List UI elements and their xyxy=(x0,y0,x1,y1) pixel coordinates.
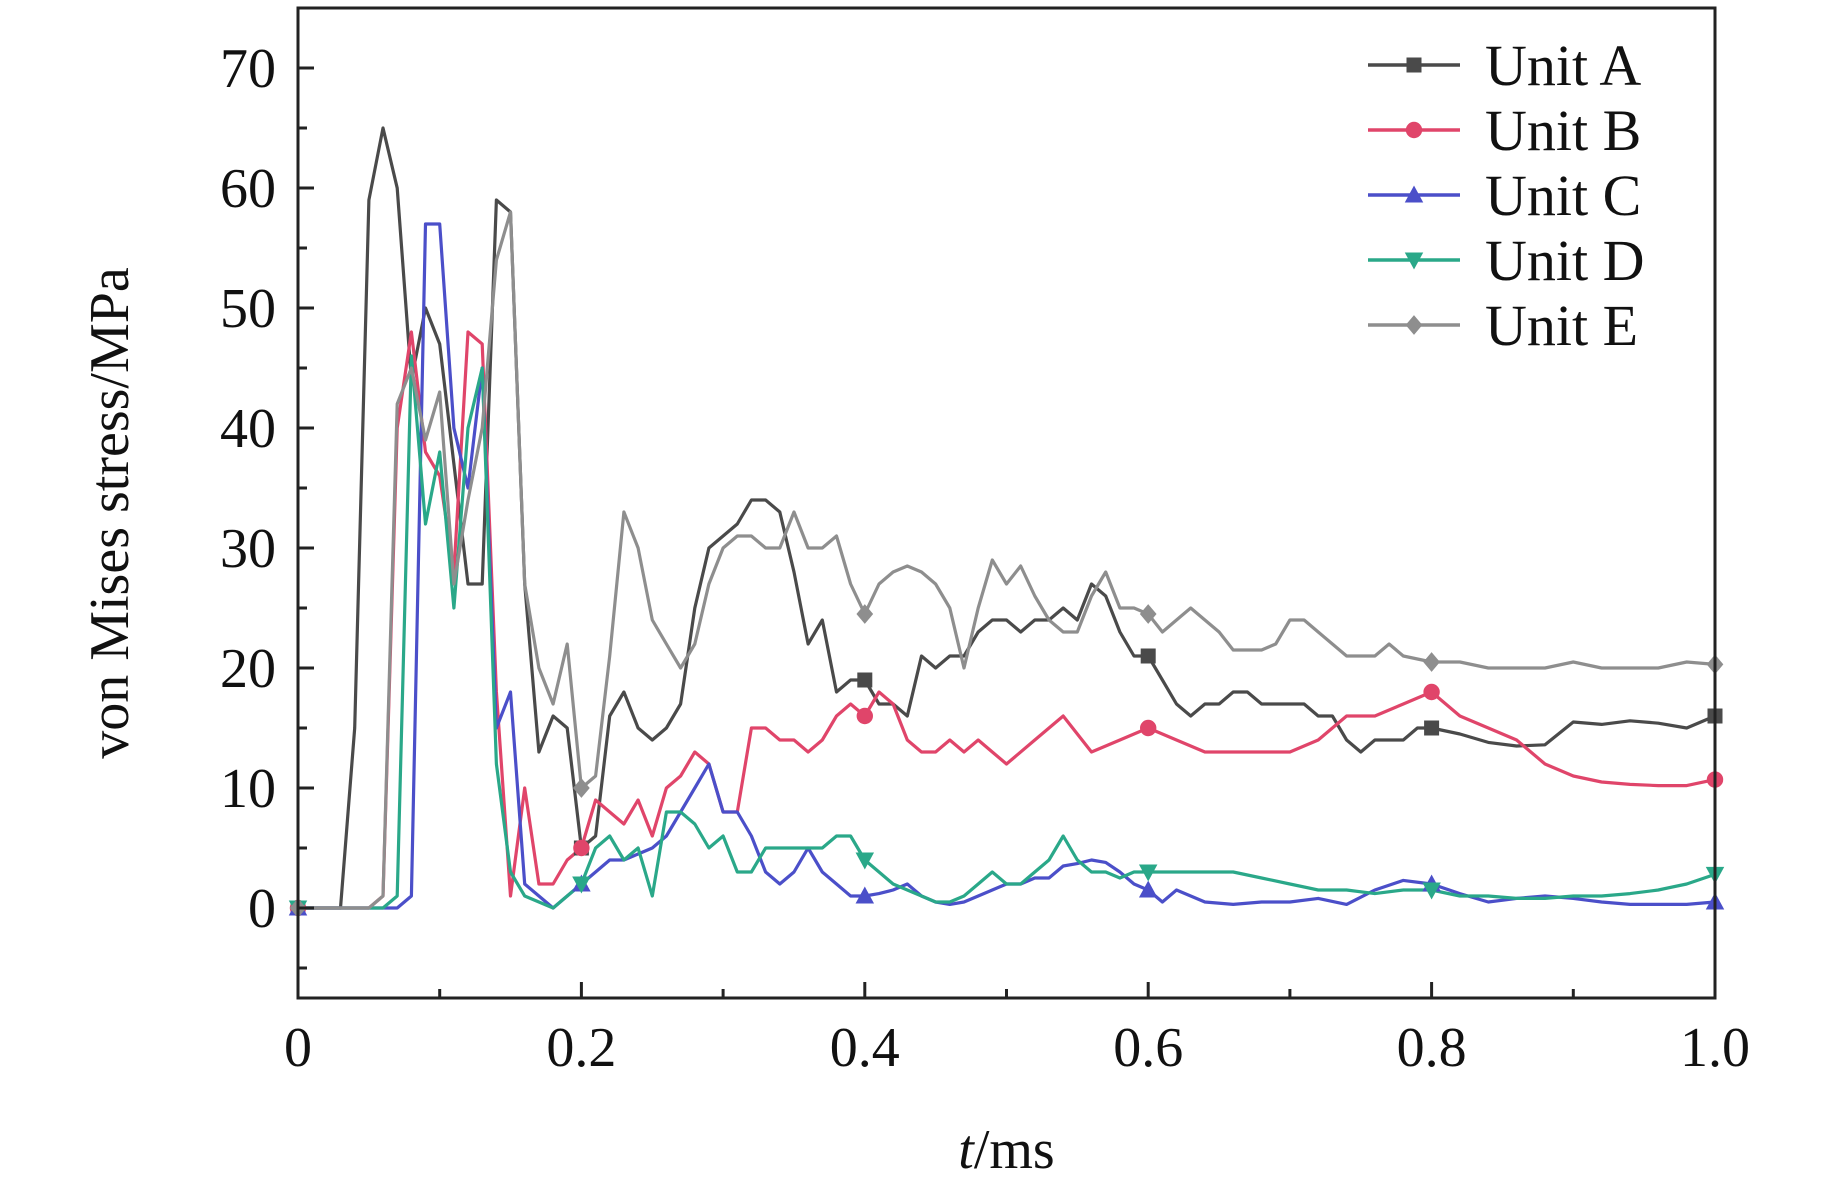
data-point-unit-a xyxy=(857,672,873,688)
legend-swatch-marker xyxy=(1404,252,1424,270)
x-tick-label: 0.4 xyxy=(830,1017,900,1079)
legend-label: Unit D xyxy=(1485,228,1645,293)
legend-item-unit-d: Unit D xyxy=(1368,228,1645,293)
legend-item-unit-e: Unit E xyxy=(1368,293,1638,358)
legend-swatch-marker xyxy=(1405,121,1423,139)
data-point-unit-a xyxy=(1140,648,1156,664)
y-axis: 0 10 20 30 40 50 60 70 xyxy=(220,38,314,970)
series-line-unit-b xyxy=(296,330,1717,910)
x-tick-label: 0 xyxy=(284,1017,312,1079)
legend-swatch-marker xyxy=(1406,57,1422,73)
data-point-unit-b xyxy=(1140,719,1157,737)
x-axis: 0 0.2 0.4 0.6 0.8 1.0 xyxy=(284,982,1750,1079)
y-tick-label: 10 xyxy=(220,758,276,820)
data-point-unit-c xyxy=(1138,880,1158,898)
data-point-unit-b xyxy=(573,839,590,857)
series-line-unit-e xyxy=(296,210,1717,910)
legend-label: Unit B xyxy=(1485,98,1641,163)
legend-swatch-marker xyxy=(1405,315,1423,335)
data-point-unit-d xyxy=(1138,864,1158,882)
data-point-unit-e xyxy=(573,778,590,798)
data-point-unit-e xyxy=(1139,604,1157,624)
x-tick-label: 1.0 xyxy=(1680,1017,1750,1079)
y-tick-label: 50 xyxy=(220,278,276,340)
data-point-unit-b xyxy=(856,707,873,725)
x-tick-label: 0.2 xyxy=(546,1017,616,1079)
data-point-unit-e xyxy=(856,604,874,624)
plot-lines xyxy=(296,126,1717,910)
data-point-unit-d xyxy=(1422,882,1441,900)
x-axis-title: t/ms xyxy=(958,1119,1054,1181)
legend-item-unit-a: Unit A xyxy=(1368,33,1641,98)
legend-label: Unit A xyxy=(1485,33,1641,98)
data-point-unit-b xyxy=(1423,683,1440,701)
legend-item-unit-c: Unit C xyxy=(1368,163,1641,228)
y-tick-label: 40 xyxy=(220,398,276,460)
plot-markers xyxy=(288,604,1725,918)
y-tick-label: 30 xyxy=(220,518,276,580)
y-tick-label: 20 xyxy=(220,638,276,700)
y-axis-title: von Mises stress/MPa xyxy=(79,267,141,759)
legend-swatch-marker xyxy=(1404,185,1424,203)
x-tick-label: 0.6 xyxy=(1113,1017,1183,1079)
legend-label: Unit E xyxy=(1485,293,1638,358)
y-tick-label: 60 xyxy=(220,158,276,220)
series-line-unit-d xyxy=(296,354,1717,910)
legend-item-unit-b: Unit B xyxy=(1368,98,1641,163)
data-point-unit-e xyxy=(1423,652,1440,672)
series-line-unit-a xyxy=(296,126,1717,910)
data-point-unit-a xyxy=(1424,720,1440,736)
legend-label: Unit C xyxy=(1485,163,1641,228)
y-tick-label: 70 xyxy=(220,38,276,100)
x-axis-title-variable: t xyxy=(958,1119,975,1181)
data-point-unit-c xyxy=(855,886,875,904)
x-axis-title-unit: /ms xyxy=(974,1119,1055,1181)
data-point-unit-d xyxy=(572,876,591,894)
data-point-unit-d xyxy=(855,852,875,870)
x-tick-label: 0.8 xyxy=(1397,1017,1467,1079)
y-tick-label: 0 xyxy=(248,878,276,940)
